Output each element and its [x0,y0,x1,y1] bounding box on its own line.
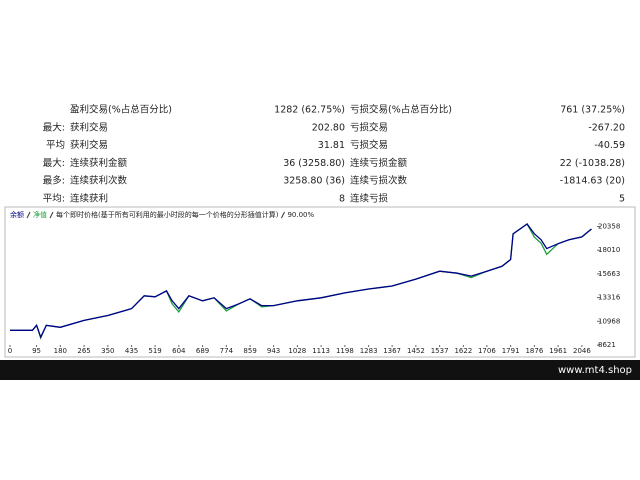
table-cell: -40.59 [594,140,625,151]
y-tick-label: 15663 [598,270,620,278]
table-cell: 8 [339,194,345,205]
table-cell: 最多: [43,175,65,187]
x-tick-label: 859 [243,347,256,355]
x-tick-label: 350 [101,347,114,355]
legend-separator [281,211,285,219]
x-tick-label: 1367 [383,347,401,355]
table-cell: 获利交易 [70,139,108,151]
table-cell: 连续获利次数 [70,175,128,187]
table-cell: 31.81 [318,140,345,151]
footer-text: www.mt4.shop [558,365,632,376]
table-cell: 22 (-1038.28) [560,158,625,169]
x-tick-label: 774 [220,347,234,355]
legend-text: 90.00% [287,211,314,219]
table-cell: 获利交易 [70,121,108,133]
x-tick-label: 1791 [502,347,520,355]
table-cell: -1814.63 (20) [560,176,625,187]
x-tick-label: 1876 [525,347,543,355]
x-tick-label: 0 [8,347,12,355]
table-cell: 亏损交易 [350,121,388,133]
x-tick-label: 2046 [573,347,591,355]
x-tick-label: 689 [196,347,209,355]
table-cell: 1282 (62.75%) [274,105,345,116]
x-tick-label: 943 [267,347,280,355]
table-cell: 平均: [43,193,65,205]
table-cell: 平均 [46,139,65,151]
x-tick-label: 1113 [312,347,330,355]
table-cell: 3258.80 (36) [283,176,345,187]
x-tick-label: 1622 [454,347,472,355]
x-tick-label: 1283 [360,347,378,355]
y-tick-label: 8621 [598,341,616,349]
y-tick-label: 13316 [598,294,621,302]
y-tick-label: 20358 [598,222,620,230]
table-cell: 最大: [43,157,65,169]
x-tick-label: 519 [148,347,161,355]
y-tick-label: 18010 [598,246,620,254]
table-cell: 202.80 [312,122,345,133]
x-tick-label: 1198 [336,347,354,355]
table-cell: 5 [619,194,625,205]
table-cell: 盈利交易(%占总百分比) [70,104,172,116]
x-tick-label: 95 [32,347,41,355]
series-line [10,223,592,339]
table-cell: 761 (37.25%) [560,105,625,116]
x-tick-label: 435 [125,347,138,355]
legend-text: 净值 [33,210,47,219]
x-tick-label: 1452 [407,347,425,355]
table-cell: 亏损交易 [350,139,388,151]
table-cell: 最大: [43,121,65,133]
chart-frame [4,206,636,358]
table-cell: -267.20 [588,122,625,133]
table-cell: 连续亏损 [350,193,389,205]
x-tick-label: 180 [54,347,67,355]
x-tick-label: 604 [172,347,186,355]
table-cell: 连续亏损金额 [350,157,408,169]
legend-text: 余额 [10,210,24,219]
table-cell: 连续获利 [70,193,108,205]
x-tick-label: 1706 [478,347,496,355]
legend-separator [26,211,31,219]
legend-text: 每个即时价格(基于所有可利用的最小时段的每一个价格的分形插值计算) [56,210,279,219]
footer-bar [0,360,640,380]
table-cell: 亏损交易(%占总百分比) [350,104,452,116]
table-cell: 36 (3258.80) [283,158,345,169]
y-tick-label: 10968 [598,317,620,325]
x-tick-label: 1961 [549,347,567,355]
table-cell: 连续亏损次数 [350,175,408,187]
x-tick-label: 265 [77,347,90,355]
table-cell: 连续获利金额 [70,157,128,169]
legend-separator [49,211,54,219]
x-tick-label: 1537 [431,347,449,355]
x-tick-label: 1028 [288,347,306,355]
